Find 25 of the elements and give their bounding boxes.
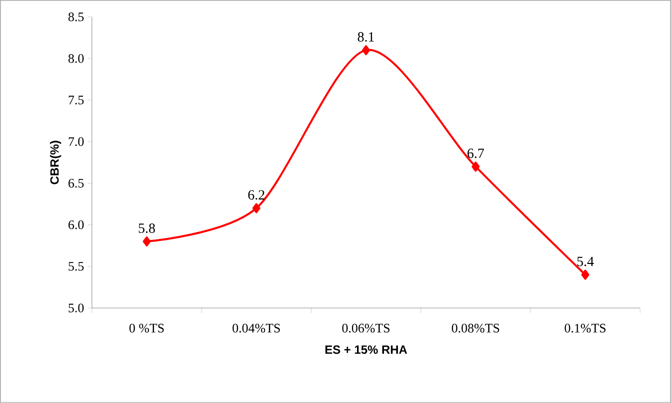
y-tick-label: 8.0 xyxy=(68,54,84,63)
data-label: 8.1 xyxy=(358,32,374,42)
data-label: 5.8 xyxy=(138,223,155,233)
x-tick-label: 0.04%TS xyxy=(232,324,280,333)
data-label: 5.4 xyxy=(577,256,594,266)
x-tick-label: 0 %TS xyxy=(129,324,164,333)
y-tick-label: 7.0 xyxy=(68,137,84,146)
y-tick-label: 6.5 xyxy=(68,178,84,188)
data-label: 6.2 xyxy=(248,190,264,200)
y-tick-label: 5.5 xyxy=(68,262,84,271)
point xyxy=(581,270,590,280)
x-tick-label: 0.1%TS xyxy=(564,324,606,333)
x-tick-label: 0.08%TS xyxy=(452,324,500,333)
y-tick-label: 8.5 xyxy=(68,12,84,22)
y-tick-label: 5.0 xyxy=(68,304,84,312)
point xyxy=(472,162,480,172)
x-axis-title: ES + 15% RHA xyxy=(325,345,408,354)
point xyxy=(142,236,151,246)
y-tick-label: 6.0 xyxy=(68,220,84,230)
point xyxy=(252,203,260,214)
x-tick-label: 0.06%TS xyxy=(342,324,390,333)
data-label: 6.7 xyxy=(468,148,484,158)
y-axis-title: CBR(%) xyxy=(50,140,62,184)
point xyxy=(362,45,370,56)
y-tick-label: 7.5 xyxy=(68,96,84,104)
